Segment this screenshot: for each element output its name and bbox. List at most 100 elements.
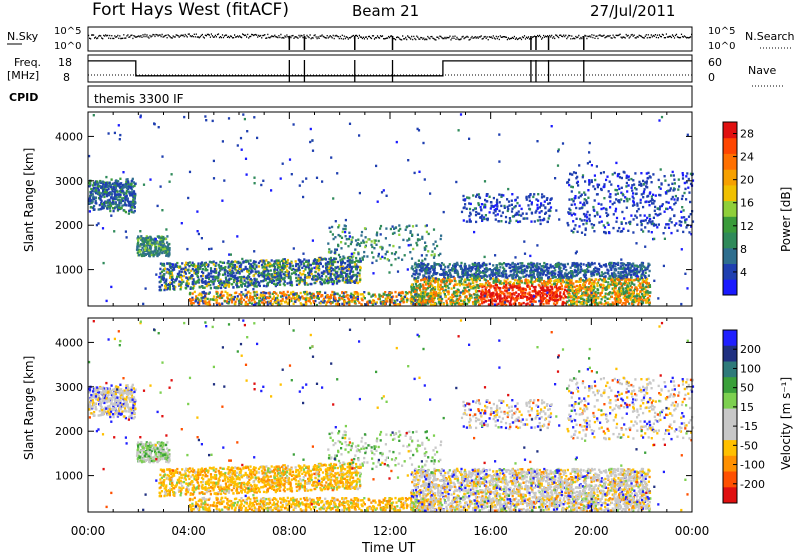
power-cell (145, 249, 148, 252)
power-cell (413, 263, 417, 266)
power-cell (547, 279, 550, 283)
power-cell (599, 292, 602, 295)
power-cell (276, 268, 279, 271)
power-cell (536, 270, 539, 273)
power-cell (211, 270, 215, 273)
power-cell (131, 194, 134, 197)
power-cell (272, 279, 275, 283)
power-cell (423, 278, 426, 281)
power-cell (449, 280, 452, 283)
power-cell (542, 270, 546, 273)
power-cell (449, 302, 452, 305)
power-cell (226, 270, 229, 273)
power-cell (598, 262, 601, 266)
power-cell (440, 278, 443, 282)
power-cell (197, 265, 200, 268)
power-cell (263, 262, 266, 266)
power-cell (202, 263, 205, 266)
power-cell (537, 266, 540, 269)
power-cell (489, 295, 492, 298)
power-cell (417, 272, 420, 276)
power-cell (207, 272, 210, 275)
power-cell (226, 281, 229, 285)
power-cell (615, 282, 618, 285)
power-cell (120, 201, 123, 204)
power-cell (105, 194, 108, 198)
power-cell (398, 303, 402, 306)
power-cell (239, 261, 242, 264)
power-cell (494, 289, 497, 292)
power-cell (622, 290, 625, 293)
power-cell (236, 271, 240, 274)
power-cell (172, 266, 175, 269)
power-cell (348, 298, 351, 301)
power-cell (341, 279, 344, 282)
power-cell (234, 268, 237, 271)
power-cell (117, 195, 120, 198)
power-cell (587, 288, 590, 291)
power-cell (200, 270, 204, 274)
power-cell (504, 269, 507, 273)
power-cell (513, 265, 516, 269)
power-cell (242, 275, 246, 279)
power-cell (289, 265, 292, 268)
power-cell (576, 268, 580, 271)
power-cell (640, 262, 643, 266)
power-cell (617, 270, 620, 274)
power-cell (333, 269, 336, 272)
power-cell (495, 284, 498, 287)
power-cell (295, 269, 298, 273)
power-cell (434, 291, 438, 294)
power-cell (282, 258, 285, 261)
power-cell (636, 294, 639, 298)
power-cell (117, 206, 121, 209)
power-cell (629, 269, 632, 272)
power-cell (639, 286, 642, 289)
power-cell (575, 288, 578, 292)
power-cell (192, 264, 195, 268)
power-cell (242, 293, 245, 296)
station-title: Fort Hays West (fitACF) (92, 0, 289, 20)
power-cell (97, 188, 100, 192)
power-cell (308, 300, 311, 303)
power-cell (583, 284, 586, 287)
power-cell (259, 260, 262, 263)
power-cell (123, 193, 126, 196)
power-cell (550, 273, 553, 276)
power-cell (509, 296, 512, 299)
power-cell (338, 297, 341, 300)
power-cell (297, 268, 300, 272)
power-cell (609, 277, 612, 280)
power-cell (623, 298, 627, 301)
power-cell (627, 278, 630, 281)
power-cell (349, 265, 352, 269)
power-cell (466, 283, 469, 287)
power-cell (515, 265, 518, 269)
power-cell (98, 191, 101, 194)
power-cell (262, 265, 265, 268)
power-cell (540, 282, 543, 285)
power-cell (266, 296, 269, 299)
power-cell (524, 291, 527, 295)
power-cell (473, 293, 476, 296)
power-cell (298, 280, 301, 283)
power-cell (168, 285, 171, 288)
power-cell (542, 294, 545, 297)
power-cell (489, 277, 492, 280)
power-cell (398, 291, 401, 294)
power-cell (435, 302, 438, 306)
power-cell (258, 299, 261, 302)
power-cell (184, 272, 187, 275)
power-cell (166, 262, 169, 265)
power-cell (340, 272, 343, 276)
power-cell (530, 274, 533, 277)
power-cell (253, 262, 256, 266)
power-cell (285, 297, 288, 300)
power-cell (228, 263, 231, 266)
power-cell (627, 263, 630, 267)
power-cell (159, 275, 162, 278)
power-cell (467, 290, 470, 293)
power-cell (89, 191, 92, 195)
power-cell (608, 297, 611, 300)
power-cell (282, 260, 285, 263)
